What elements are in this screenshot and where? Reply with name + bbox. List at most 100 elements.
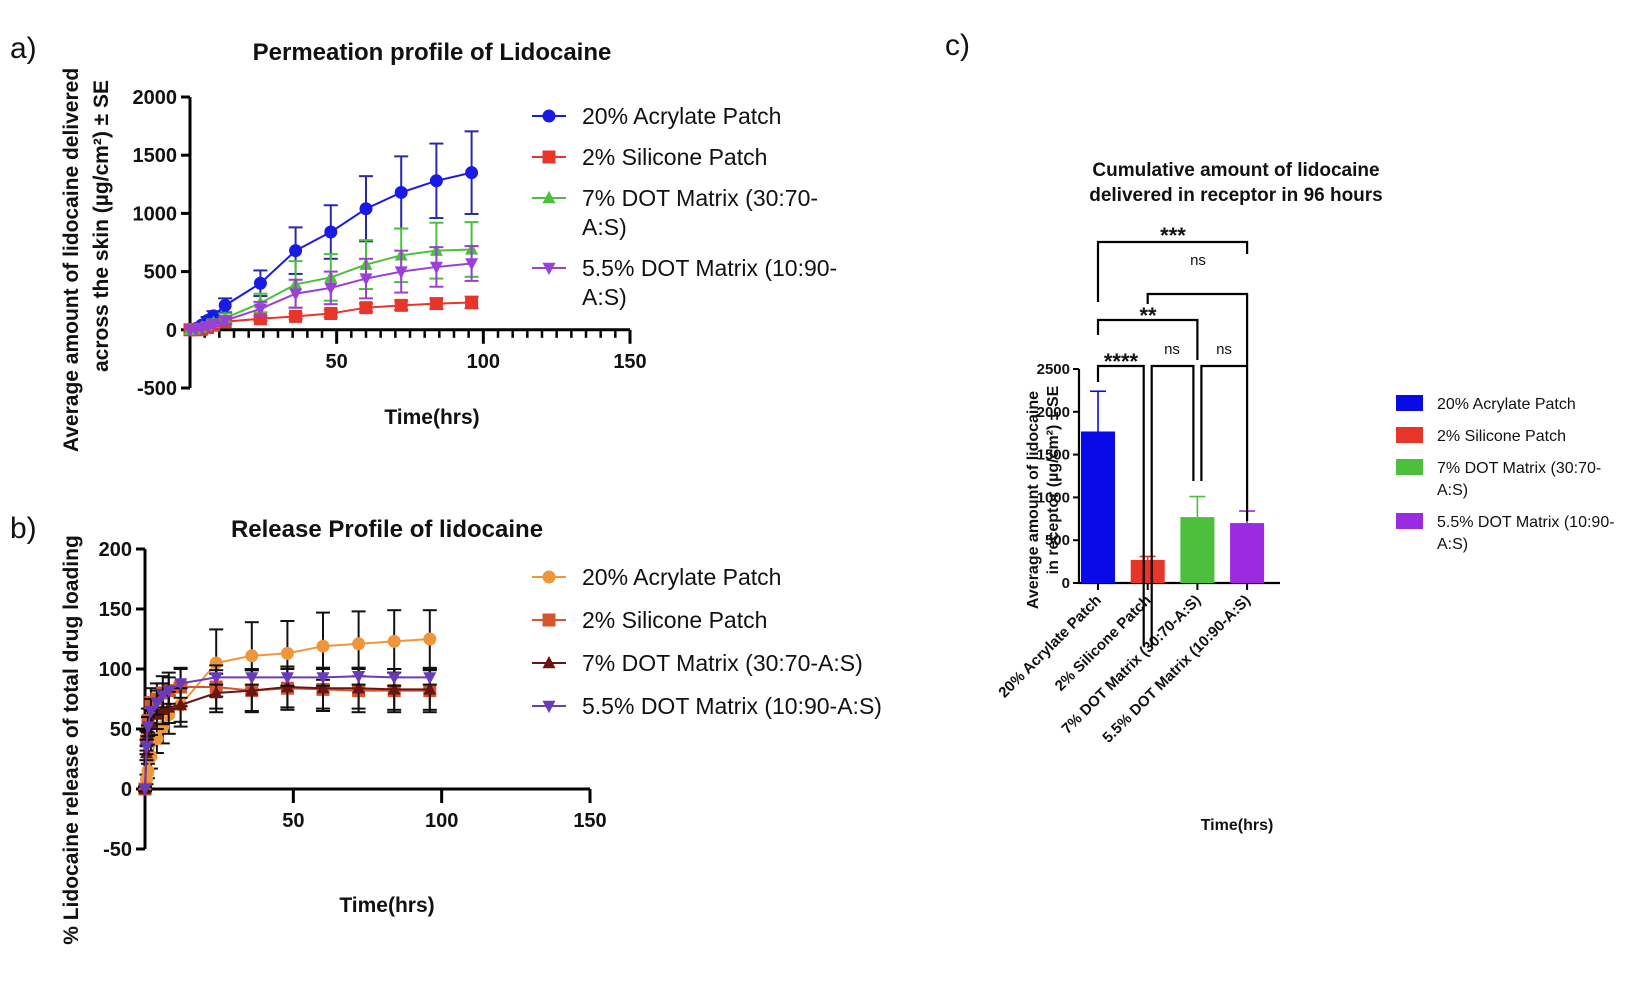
legend-swatch (1396, 513, 1423, 529)
x-axis-label: Time(hrs) (339, 894, 434, 917)
data-point (316, 639, 330, 653)
data-point (324, 282, 338, 296)
y-tick-label: 1000 (1037, 489, 1070, 506)
x-tick-label: 100 (425, 810, 458, 832)
legend-label: A:S) (1437, 536, 1468, 553)
data-point (139, 741, 153, 755)
x-tick-label: 50 (326, 351, 348, 373)
data-point (144, 705, 158, 719)
legend: 20% Acrylate Patch 2% Silicone Patch 7% DO… (1396, 395, 1615, 553)
data-point (289, 309, 303, 323)
legend-label: 20% Acrylate Patch (1437, 396, 1576, 413)
legend-item-1: 20% Acrylate Patch (1396, 395, 1576, 413)
data-point (289, 244, 303, 258)
data-point (141, 721, 155, 734)
data-point (245, 683, 259, 696)
chart-title-line2: delivered in receptor in 96 hours (1089, 185, 1383, 206)
x-tick-label: 100 (467, 351, 500, 373)
y-tick-label: 500 (1045, 532, 1070, 549)
bar-group (1180, 495, 1215, 583)
data-point (394, 266, 408, 279)
x-tick-label: 2% Silicone Patch (1052, 592, 1155, 695)
chart-title: Permeation profile of Lidocaine (253, 39, 612, 66)
legend-label: A:S) (582, 284, 627, 310)
data-point (316, 681, 330, 694)
data-point (359, 202, 373, 216)
bracket-line (1096, 364, 1145, 646)
data-point (394, 298, 408, 312)
data-point (429, 261, 443, 275)
y-axis-label-line2: in receptor (µg/cm²) ± SE (1045, 385, 1062, 574)
y-tick-label: 0 (166, 320, 177, 342)
legend-label: A:S) (582, 214, 627, 240)
data-point (423, 682, 437, 695)
significance-stars: ** (1139, 303, 1157, 328)
data-point (324, 307, 338, 321)
x-tick-label: 50 (282, 810, 304, 832)
data-point (209, 685, 223, 699)
legend-item-4: 5.5% DOT Matrix (10:90- A:S) (532, 255, 837, 310)
legend-label: 5.5% DOT Matrix (10:90- (1437, 514, 1615, 531)
y-axis-label-line1: Average amount of lidocaine delivered (60, 68, 83, 452)
legend-item-2: 2% Silicone Patch (1396, 427, 1566, 445)
legend-marker (542, 655, 556, 669)
bracket-line (1200, 364, 1249, 521)
data-point (316, 672, 330, 685)
bar (1230, 523, 1265, 583)
data-point (352, 637, 366, 651)
legend: 20% Acrylate Patch 2% Silicone Patch 7% DO… (532, 103, 837, 310)
y-tick-label: 2000 (1037, 404, 1070, 421)
y-tick-label: 1000 (133, 203, 178, 225)
data-point (174, 678, 188, 691)
data-point (138, 783, 152, 797)
plot-area (138, 609, 437, 797)
data-point (218, 315, 232, 328)
legend-label: 2% Silicone Patch (582, 144, 767, 170)
data-point (429, 174, 443, 188)
data-point (141, 764, 155, 778)
y-axis-label: % Lidocaine release of total drug loadin… (60, 535, 83, 945)
bar-group (1081, 390, 1115, 583)
data-point (156, 690, 170, 703)
x-axis-label: Time(hrs) (1201, 817, 1274, 834)
y-axis-label-line1: Average amount of lidocaine (1025, 391, 1042, 609)
data-point (150, 697, 164, 710)
bracket-line (1096, 240, 1249, 302)
bar (1180, 517, 1215, 583)
legend-marker (542, 570, 556, 584)
legend-item-1: 20% Acrylate Patch (532, 564, 781, 590)
legend-label: 7% DOT Matrix (30:70-A:S) (582, 650, 863, 676)
significance-bracket: *** (1096, 223, 1249, 302)
data-point (465, 166, 479, 180)
y-tick-label: 1500 (133, 145, 178, 167)
legend-label: 2% Silicone Patch (582, 607, 767, 633)
legend-marker (542, 190, 556, 204)
ns-label: ns (1190, 252, 1206, 269)
y-tick-label: 200 (99, 539, 132, 561)
bar (1081, 431, 1115, 583)
data-point (359, 301, 373, 315)
legend-marker (542, 262, 556, 276)
data-point (253, 276, 267, 290)
ns-label: ns (1164, 341, 1180, 358)
bar-group (1230, 510, 1265, 583)
data-point (465, 258, 479, 271)
legend-label: 20% Acrylate Patch (582, 103, 781, 129)
data-point (174, 697, 188, 711)
y-tick-label: 1500 (1037, 447, 1070, 464)
plot-area (183, 130, 479, 337)
legend-label: A:S) (1437, 482, 1468, 499)
data-point (394, 185, 408, 199)
data-point (162, 685, 176, 698)
x-tick-label: 150 (613, 351, 646, 373)
panel-b-release-chart: Release Profile of lidocaine % Lidocaine… (60, 516, 882, 945)
data-point (280, 672, 294, 685)
data-point (387, 672, 401, 685)
panel-label-b: b) (10, 512, 37, 545)
panel-label-c: c) (945, 29, 970, 62)
legend-label: 5.5% DOT Matrix (10:90- (582, 255, 837, 281)
legend-label: 20% Acrylate Patch (582, 564, 781, 590)
data-point (206, 318, 220, 332)
data-point (245, 649, 259, 663)
